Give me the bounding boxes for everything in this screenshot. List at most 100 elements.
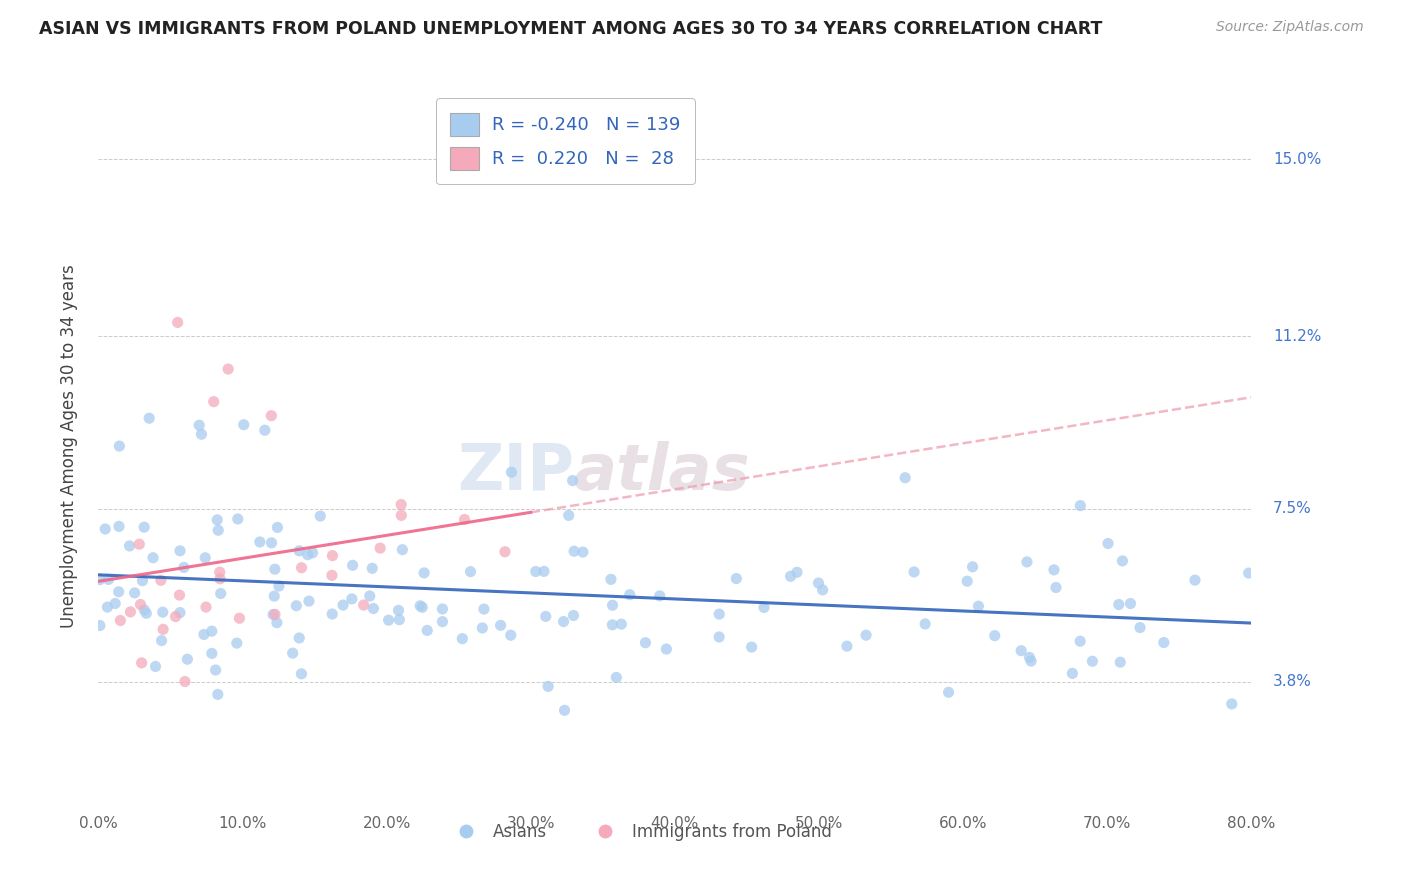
Point [648,589,671,603]
Point [562,544,585,558]
Point [1045,581,1067,595]
Point [709,607,731,621]
Point [786,566,808,580]
Point [124,586,146,600]
Point [1069,499,1091,513]
Point [249,535,271,549]
Point [557,508,579,523]
Point [413,566,436,580]
Point [610,617,633,632]
Point [201,646,224,660]
Point [202,394,225,409]
Point [108,519,131,533]
Point [389,508,412,523]
Point [232,417,254,432]
Point [1153,635,1175,649]
Point [388,613,411,627]
Point [138,411,160,425]
Point [432,602,454,616]
Point [1119,597,1142,611]
Point [89,573,111,587]
Point [288,631,311,645]
Point [707,630,730,644]
Point [89,618,111,632]
Point [169,606,191,620]
Point [120,605,142,619]
Point [1129,621,1152,635]
Point [96,600,118,615]
Point [453,512,475,526]
Point [150,633,173,648]
Point [131,574,153,588]
Point [377,613,399,627]
Point [956,574,979,589]
Point [263,562,285,576]
Point [602,599,624,613]
Point [471,621,494,635]
Point [145,659,167,673]
Point [967,599,990,614]
Point [285,599,308,613]
Point [174,674,197,689]
Point [855,628,877,642]
Point [1184,573,1206,587]
Text: atlas: atlas [574,441,751,503]
Point [1081,654,1104,668]
Point [110,614,132,628]
Point [225,636,247,650]
Point [1097,536,1119,550]
Point [725,572,748,586]
Point [807,576,830,591]
Point [290,560,312,574]
Point [534,609,557,624]
Point [501,465,523,479]
Text: 15.0%: 15.0% [1272,152,1322,167]
Point [353,598,375,612]
Point [94,522,117,536]
Point [389,498,412,512]
Point [363,601,385,615]
Point [97,573,120,587]
Point [533,565,555,579]
Point [166,315,188,329]
Point [489,618,512,632]
Point [108,439,131,453]
Point [1109,655,1132,669]
Point [253,423,276,437]
Point [207,687,229,701]
Point [165,609,187,624]
Point [835,639,858,653]
Point [152,605,174,619]
Point [368,541,391,555]
Point [128,537,150,551]
Point [460,565,482,579]
Point [288,544,311,558]
Point [553,615,575,629]
Point [1062,666,1084,681]
Point [131,656,153,670]
Point [204,663,226,677]
Point [1043,563,1066,577]
Point [561,474,583,488]
Point [118,539,141,553]
Point [524,565,547,579]
Point [562,608,585,623]
Point [107,584,129,599]
Text: 11.2%: 11.2% [1272,329,1322,344]
Point [409,599,432,613]
Text: 7.5%: 7.5% [1272,501,1312,516]
Point [104,597,127,611]
Point [134,603,156,617]
Point [411,600,433,615]
Point [195,600,218,615]
Point [962,559,984,574]
Point [263,589,285,603]
Point [208,565,231,579]
Point [600,572,623,586]
Point [129,598,152,612]
Point [752,600,775,615]
Point [634,636,657,650]
Text: ASIAN VS IMMIGRANTS FROM POLAND UNEMPLOYMENT AMONG AGES 30 TO 34 YEARS CORRELATI: ASIAN VS IMMIGRANTS FROM POLAND UNEMPLOY… [39,20,1102,37]
Point [340,591,363,606]
Point [938,685,960,699]
